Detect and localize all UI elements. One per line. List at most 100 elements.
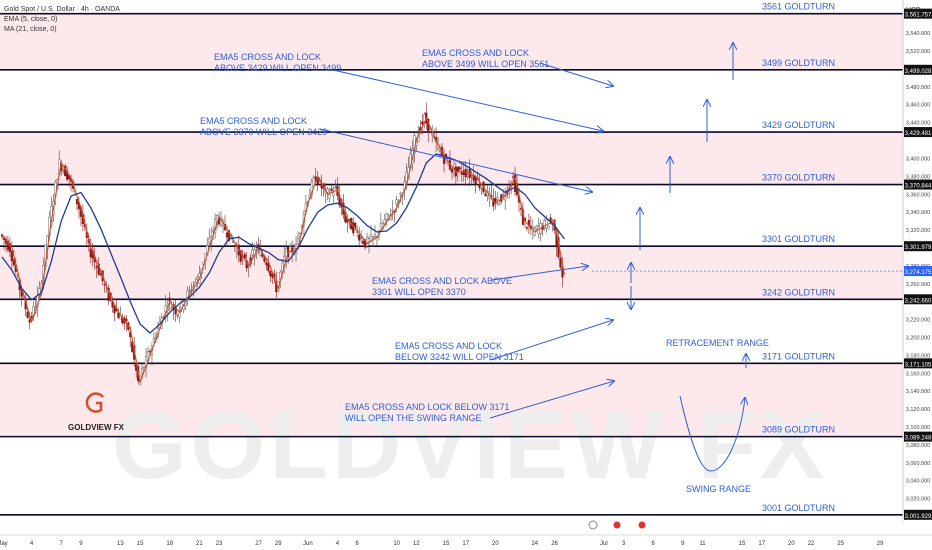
candle-body [10, 251, 13, 262]
flag-icon[interactable] [612, 520, 622, 530]
candles [0, 102, 564, 386]
level-price-tag[interactable] [904, 8, 932, 19]
candle-body [358, 234, 361, 241]
event-icons[interactable] [588, 520, 647, 530]
time-tick-label: 29 [877, 541, 884, 547]
level-price-tag[interactable] [904, 127, 932, 138]
time-tick-label: 21 [196, 541, 203, 547]
annotation-arrow [489, 381, 614, 419]
annotation-text: RETRACEMENT RANGE [666, 338, 769, 348]
annotation-text: BELOW 3242 WILL OPEN 3171 [395, 352, 524, 362]
candle-body [75, 199, 79, 205]
time-tick-label: 17 [462, 541, 469, 547]
price-tick-label: 3,140.000 [906, 389, 930, 395]
time-tick-label: 18 [166, 541, 173, 547]
event-icon[interactable] [588, 520, 598, 530]
level-price-tag[interactable] [904, 431, 932, 442]
level-label: 3089 GOLDTURN [762, 425, 835, 435]
time-tick-label: Jun [303, 541, 313, 547]
level-price-tag-text: 3,561.757 [905, 13, 932, 19]
time-tick-label: May [0, 541, 8, 547]
time-tick-label: 12 [413, 541, 420, 547]
candle-body [330, 188, 333, 192]
level-price-tag[interactable] [904, 241, 932, 252]
level-price-tag-text: 3,429.481 [905, 131, 932, 137]
candle-body [188, 289, 191, 291]
time-tick-label: 10 [393, 541, 400, 547]
annotation-text: ABOVE 3429 WILL OPEN 3499 [214, 63, 341, 73]
price-tick-label: 3,100.000 [906, 425, 930, 431]
annotation-text: EMA5 CROSS AND LOCK [214, 52, 321, 62]
level-price-tag-text: 3,499.028 [905, 69, 932, 75]
candle-body [289, 245, 292, 247]
annotation-arrow [319, 128, 592, 192]
candle-body [547, 225, 550, 230]
time-tick-label: 15 [739, 541, 746, 547]
level-label: 3499 GOLDTURN [762, 58, 835, 68]
flag-icon[interactable] [637, 520, 647, 530]
level-label: 3001 GOLDTURN [762, 503, 835, 513]
price-tick-label: 3,460.000 [906, 103, 930, 109]
level-price-tag[interactable] [904, 64, 932, 75]
time-tick-label: 23 [216, 541, 223, 547]
ma-legend[interactable]: MA (21, close, 0) [4, 26, 57, 33]
candle-body [502, 194, 505, 196]
annotation-text: WILL OPEN THE SWING RANGE [345, 413, 482, 423]
annotation-arrow [491, 266, 588, 281]
time-tick-label: 27 [255, 541, 262, 547]
annotation-text: EMA5 CROSS AND LOCK [395, 341, 502, 351]
candle-body [525, 227, 529, 229]
candle-body [12, 259, 15, 265]
candle-body [148, 351, 152, 353]
level-price-tag-text: 3,301.979 [905, 245, 932, 251]
time-axis[interactable]: May 4 7 9 13 15 18 21 23 27 29 Jun 4 6 10 12 15 17 20 24 26 J… [0, 534, 932, 547]
price-tick-label: 3,440.000 [906, 121, 930, 127]
price-tick-label: 3,540.000 [906, 31, 930, 37]
annotation-text: EMA5 CROSS AND LOCK BELOW 3171 [345, 402, 510, 412]
candle-body [559, 257, 562, 268]
time-tick-label: 29 [275, 541, 282, 547]
time-tick-label: 15 [137, 541, 144, 547]
time-tick-label: 24 [531, 541, 538, 547]
candle-body [8, 243, 11, 252]
price-tick-label: 3,180.000 [906, 353, 930, 359]
candle-body [371, 236, 375, 238]
annotation-text: 3301 WILL OPEN 3370 [372, 287, 466, 297]
price-tick-label: 3,480.000 [906, 85, 930, 91]
time-tick-label: 11 [699, 541, 706, 547]
candle-body [395, 199, 398, 204]
level-band [0, 363, 903, 437]
level-price-tag[interactable] [904, 509, 932, 520]
level-price-tag[interactable] [904, 179, 932, 190]
candle-body [281, 262, 284, 272]
ma-series-line [1, 153, 565, 334]
level-price-tag[interactable] [904, 294, 932, 305]
swing-range-curve [679, 395, 745, 472]
logo-g-icon [85, 392, 104, 413]
candle-body [391, 210, 394, 212]
time-tick-label: 7 [60, 541, 64, 547]
candle-body [125, 318, 128, 322]
annotation-text: ABOVE 3370 WILL OPEN 3429 [200, 127, 327, 137]
candle-body [231, 241, 234, 243]
time-tick-label: 4 [30, 541, 34, 547]
level-price-tag[interactable] [904, 358, 932, 369]
candle-body [332, 192, 335, 196]
candle-body [387, 214, 390, 216]
candle-body [99, 273, 102, 276]
time-tick-label: Jul [600, 541, 608, 547]
candle-body [235, 248, 238, 252]
level-label: 3561 GOLDTURN [762, 2, 835, 12]
price-axis[interactable]: 3,561.757 3,499.028 3,429.481 3,370.844 3,30… [902, 0, 932, 521]
ema-legend[interactable]: EMA (5, close, 0) [4, 16, 57, 23]
time-tick-label: 22 [808, 541, 815, 547]
currency-label: USD [906, 7, 921, 14]
level-band [0, 246, 903, 300]
last-price-tag[interactable] [904, 266, 932, 277]
level-price-tag-text: 3,001.929 [905, 514, 932, 520]
price-tick-label: 3,260.000 [906, 282, 930, 288]
price-tick-label: 3,040.000 [906, 479, 930, 485]
level-label: 3429 GOLDTURN [762, 120, 835, 130]
level-label: 3301 GOLDTURN [762, 234, 835, 244]
